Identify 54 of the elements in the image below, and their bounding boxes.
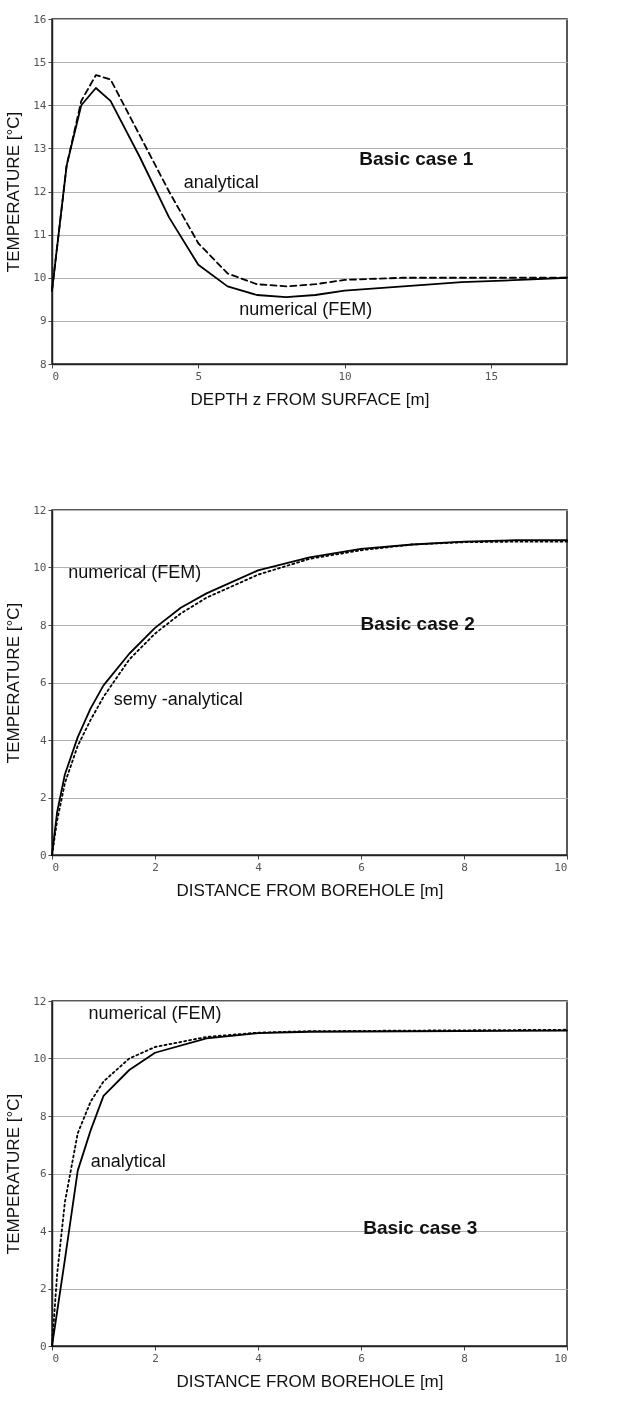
y-tick-label: 12 (33, 503, 47, 517)
x-tick-label: 5 (195, 369, 203, 383)
x-tick-label: 2 (152, 1351, 159, 1365)
x-tick-label: 8 (461, 860, 468, 874)
x-tick-label: 6 (358, 1351, 365, 1365)
x-tick-label: 0 (52, 860, 60, 874)
series-label: numerical (FEM) (88, 1002, 222, 1023)
y-tick-label: 16 (33, 12, 47, 26)
y-axis-title: TEMPERATURE [°C] (4, 111, 24, 273)
x-tick-label: 6 (358, 860, 365, 874)
series-label: analytical (183, 171, 259, 192)
y-tick-label: 15 (33, 55, 47, 69)
y-tick-label: 10 (33, 1052, 47, 1065)
x-tick-label: 0 (52, 1351, 60, 1365)
y-tick-label: 10 (33, 561, 47, 574)
y-tick-label: 0 (39, 1339, 47, 1353)
x-tick-label: 4 (255, 860, 263, 874)
x-tick-label: 10 (338, 369, 352, 383)
x-tick-label: 4 (255, 1351, 263, 1365)
x-tick-label: 10 (554, 1351, 568, 1365)
y-tick-label: 13 (33, 141, 47, 155)
y-axis-title: TEMPERATURE [°C] (4, 1093, 24, 1255)
x-axis-title: DISTANCE FROM BOREHOLE [m] (176, 880, 444, 900)
y-tick-label: 8 (39, 618, 47, 632)
y-tick-label: 9 (39, 314, 47, 328)
x-tick-label: 15 (484, 369, 499, 383)
series-label: semy -analytical (113, 688, 243, 709)
x-tick-label: 0 (52, 369, 60, 383)
y-tick-label: 4 (39, 733, 47, 747)
y-axis-title: TEMPERATURE [°C] (4, 602, 24, 764)
series-label: numerical (FEM) (239, 299, 373, 320)
y-tick-label: 12 (33, 185, 47, 198)
x-axis-title: DISTANCE FROM BOREHOLE [m] (176, 1371, 444, 1391)
y-tick-label: 12 (33, 994, 47, 1008)
y-tick-label: 8 (39, 1109, 47, 1123)
x-tick-label: 10 (554, 860, 568, 874)
annotation: Basic case 1 (359, 148, 474, 170)
y-tick-label: 2 (39, 1282, 47, 1295)
y-tick-label: 2 (39, 791, 47, 804)
y-tick-label: 10 (33, 271, 47, 285)
x-tick-label: 8 (461, 1351, 468, 1365)
annotation: Basic case 2 (360, 612, 475, 634)
y-tick-label: 0 (39, 848, 47, 862)
y-tick-label: 4 (39, 1224, 47, 1238)
annotation: Basic case 3 (363, 1217, 478, 1239)
series-label: numerical (FEM) (68, 562, 202, 583)
x-axis-title: DEPTH z FROM SURFACE [m] (190, 389, 430, 409)
y-tick-label: 11 (33, 228, 47, 242)
series-label: analytical (90, 1151, 166, 1171)
x-tick-label: 2 (152, 860, 159, 874)
y-tick-label: 8 (39, 357, 47, 371)
y-tick-label: 6 (39, 676, 47, 689)
y-tick-label: 14 (33, 98, 47, 112)
y-tick-label: 6 (39, 1167, 47, 1180)
